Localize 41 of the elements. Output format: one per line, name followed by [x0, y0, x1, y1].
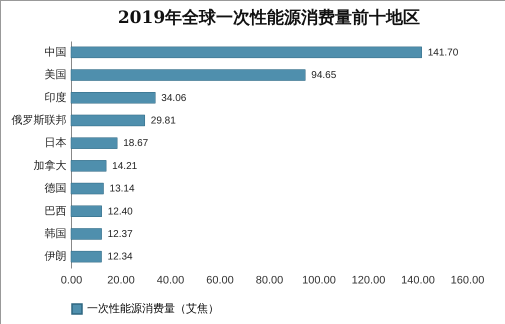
data-label: 18.67 — [123, 138, 149, 150]
x-tick-label: 100.00 — [302, 274, 336, 286]
bar — [70, 92, 156, 104]
y-tick-label: 日本 — [44, 136, 66, 150]
data-label: 12.34 — [108, 252, 134, 263]
y-tick-label: 美国 — [44, 68, 66, 82]
data-label: 12.37 — [108, 228, 134, 240]
x-tick-label: 60.00 — [206, 274, 234, 286]
data-label: 13.14 — [110, 184, 135, 195]
bar — [70, 228, 102, 240]
y-tick-label: 中国 — [44, 45, 66, 58]
bar — [70, 69, 306, 81]
data-label: 141.70 — [428, 47, 459, 58]
y-tick-label: 伊朗 — [44, 250, 66, 263]
data-label: 14.21 — [112, 160, 138, 172]
bar — [70, 137, 118, 149]
y-tick-label: 巴西 — [44, 204, 66, 218]
y-tick-label: 俄罗斯联邦 — [12, 113, 66, 126]
bar — [70, 182, 104, 194]
data-label: 29.81 — [150, 115, 176, 126]
y-tick-label: 加拿大 — [34, 158, 66, 172]
x-tick-label: 20.00 — [107, 274, 135, 286]
data-label: 34.06 — [161, 92, 187, 104]
y-tick-label: 印度 — [44, 90, 66, 104]
x-tick-label: 120.00 — [352, 274, 386, 286]
data-label: 12.40 — [108, 206, 134, 218]
bar — [70, 250, 102, 262]
x-tick-label: 140.00 — [401, 274, 435, 286]
legend-label: 一次性能源消费量（艾焦） — [87, 302, 219, 315]
x-tick-label: 0.00 — [60, 274, 82, 286]
bar — [70, 114, 146, 126]
y-tick-label: 韩国 — [44, 226, 66, 240]
x-tick-label: 80.00 — [256, 274, 284, 286]
chart-title: 2019年全球一次性能源消费量前十地区 — [118, 8, 420, 28]
bar — [70, 160, 106, 172]
bar — [70, 46, 422, 58]
x-tick-label: 40.00 — [156, 274, 184, 286]
x-tick-label: 160.00 — [450, 274, 484, 286]
y-tick-label: 德国 — [44, 182, 66, 195]
data-label: 94.65 — [311, 70, 337, 82]
bar — [70, 206, 102, 217]
